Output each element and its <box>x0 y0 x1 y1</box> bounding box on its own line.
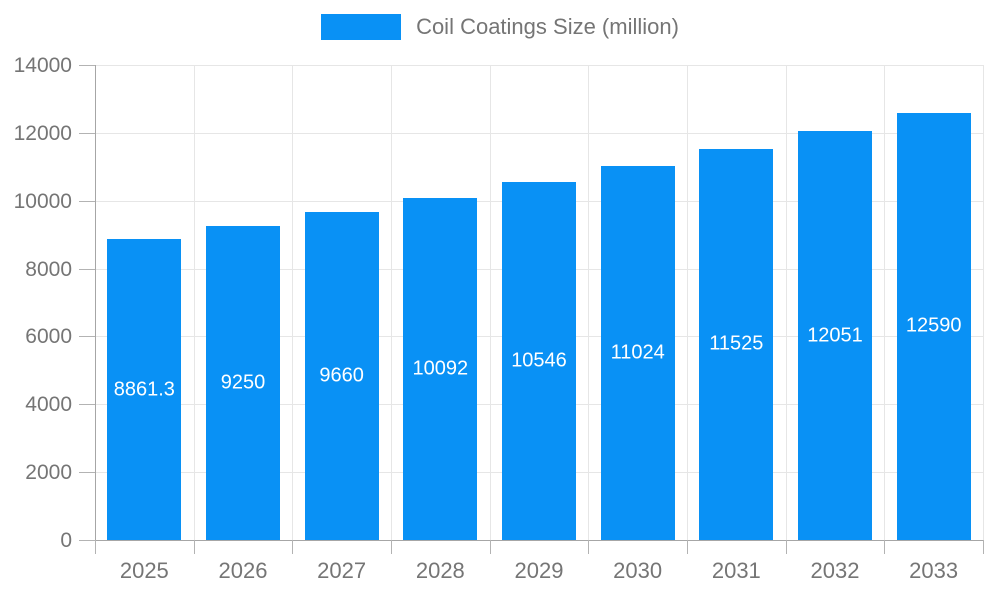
bar-value-label: 12590 <box>905 314 962 337</box>
x-axis-label: 2027 <box>317 558 367 583</box>
v-gridline <box>193 65 195 540</box>
v-gridline <box>391 65 392 540</box>
y-axis-tick <box>79 540 95 541</box>
v-gridline <box>884 65 886 540</box>
bar: 9660 <box>304 212 379 540</box>
v-gridline <box>588 65 590 540</box>
y-axis-tick <box>79 132 95 134</box>
x-axis-tick <box>193 540 195 554</box>
y-axis-tick <box>79 404 95 406</box>
bar: 12051 <box>798 131 872 540</box>
x-axis-tick <box>489 540 491 554</box>
x-axis-tick <box>785 540 787 554</box>
bar-value-label: 10546 <box>511 349 567 372</box>
y-axis-label: 14000 <box>13 54 72 77</box>
plot-area: 8861.3 9250 9660 10092 10546 11024 11525 12051 1… <box>14 55 984 582</box>
bar: 8861.3 <box>107 239 182 540</box>
x-axis-tick <box>95 540 96 554</box>
y-axis-tick <box>79 200 95 202</box>
bar-value-label: 11525 <box>709 332 764 355</box>
h-gridline <box>95 132 983 134</box>
x-axis-label: 2030 <box>613 558 663 583</box>
h-gridline <box>95 65 983 66</box>
bar-value-label: 8861.3 <box>113 378 175 401</box>
bar: 10092 <box>403 197 478 540</box>
x-axis-tick <box>687 540 688 554</box>
x-axis-tick <box>391 540 392 554</box>
legend-label: Coil Coatings Size (million) <box>416 14 679 39</box>
x-axis-label: 2028 <box>415 558 465 583</box>
y-axis-line <box>95 65 96 554</box>
x-axis-tick <box>292 540 294 554</box>
y-axis-tick <box>79 472 95 474</box>
v-gridline <box>687 65 688 540</box>
bar-value-label: 9660 <box>319 364 364 387</box>
y-axis-tick <box>79 65 95 66</box>
v-gridline <box>983 65 984 540</box>
v-gridline <box>489 65 491 540</box>
v-gridline <box>785 65 787 540</box>
y-axis-tick <box>79 336 95 338</box>
x-axis-tick <box>983 540 984 554</box>
bar: 11525 <box>699 148 774 540</box>
bar-value-label: 11024 <box>610 341 665 364</box>
legend: Coil Coatings Size (million) <box>0 14 1000 40</box>
y-axis-label: 12000 <box>13 121 72 145</box>
x-axis-label: 2029 <box>514 558 564 583</box>
legend-swatch <box>321 14 402 40</box>
y-axis-label: 2000 <box>25 461 72 485</box>
bar-value-label: 9250 <box>220 371 266 394</box>
bar: 11024 <box>600 165 675 540</box>
x-axis-label: 2032 <box>810 558 860 583</box>
bar: 9250 <box>206 226 280 540</box>
y-axis-label: 10000 <box>13 189 72 213</box>
x-axis-tick <box>884 540 886 554</box>
x-axis-label: 2026 <box>218 558 268 583</box>
bar-value-label: 12051 <box>807 324 863 347</box>
x-axis-label: 2025 <box>119 558 169 583</box>
x-axis-label: 2031 <box>711 558 761 583</box>
y-axis-tick <box>79 268 95 270</box>
y-axis-label: 6000 <box>25 325 72 349</box>
v-gridline <box>292 65 294 540</box>
bar: 10546 <box>502 182 576 540</box>
y-axis-label: 4000 <box>25 393 72 417</box>
x-axis-line <box>95 540 983 541</box>
bar: 12590 <box>896 112 971 540</box>
x-axis-label: 2033 <box>909 558 959 583</box>
bar-value-label: 10092 <box>412 357 469 380</box>
y-axis-label: 8000 <box>25 257 72 281</box>
y-axis-label: 0 <box>60 529 72 552</box>
x-axis-tick <box>588 540 590 554</box>
